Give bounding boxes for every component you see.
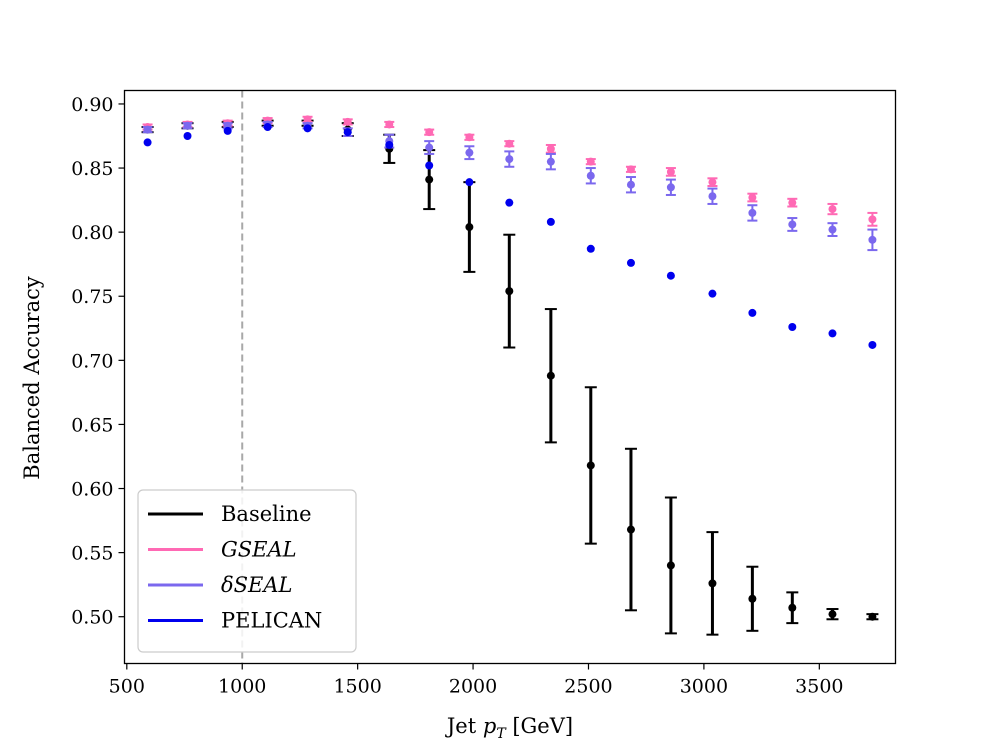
pelican-point bbox=[303, 124, 312, 133]
seal-point bbox=[748, 208, 757, 217]
baseline-point bbox=[708, 579, 717, 588]
legend-label-pelican: PELICAN bbox=[221, 609, 322, 633]
pelican-point bbox=[385, 140, 394, 149]
y-tick-label: 0.50 bbox=[71, 607, 113, 629]
seal-point bbox=[868, 235, 877, 244]
baseline-point bbox=[748, 594, 757, 603]
x-tick-label: 1500 bbox=[333, 676, 381, 698]
y-axis-label: Balanced Accuracy bbox=[20, 276, 44, 480]
gseal-point bbox=[303, 115, 312, 124]
pelican-point bbox=[666, 271, 675, 280]
baseline-point bbox=[425, 175, 434, 184]
y-axis-ticks: 0.50 0.55 0.60 0.65 0.70 0.75 0.80 0.85 0.90 bbox=[71, 94, 125, 629]
x-axis-ticks: 500 1000 1500 2000 2500 3000 3500 bbox=[109, 663, 844, 698]
baseline-point bbox=[828, 610, 837, 619]
gseal-point bbox=[586, 157, 595, 166]
y-tick-label: 0.70 bbox=[71, 350, 113, 372]
x-tick-label: 500 bbox=[109, 676, 145, 698]
pelican-point bbox=[263, 123, 272, 132]
pelican-point bbox=[505, 198, 514, 207]
plot-frame bbox=[123, 89, 897, 665]
legend-items: Baseline GSEAL δSEAL PELICAN bbox=[148, 502, 322, 633]
pelican-point bbox=[868, 340, 877, 349]
gseal-point bbox=[626, 165, 635, 174]
gseal-point bbox=[465, 133, 474, 142]
seal-point bbox=[626, 180, 635, 189]
seal-point bbox=[505, 155, 514, 164]
legend-label-gseal: GSEAL bbox=[221, 538, 297, 562]
seal-point bbox=[788, 220, 797, 229]
x-tick-label: 2000 bbox=[449, 676, 497, 698]
gseal-point bbox=[505, 139, 514, 148]
baseline-point bbox=[505, 287, 514, 296]
pelican-point bbox=[748, 308, 757, 317]
pelican-point bbox=[465, 178, 474, 187]
gseal-point bbox=[343, 117, 352, 126]
y-tick-label: 0.80 bbox=[71, 222, 113, 244]
pelican-point bbox=[626, 258, 635, 267]
gseal-point bbox=[425, 128, 434, 137]
gseal-point bbox=[748, 193, 757, 202]
pelican-point bbox=[143, 138, 152, 147]
pelican-point bbox=[708, 289, 717, 298]
gseal-point bbox=[385, 120, 394, 129]
seal-point bbox=[708, 192, 717, 201]
x-tick-label: 1000 bbox=[218, 676, 266, 698]
seal-point bbox=[425, 143, 434, 152]
seal-point bbox=[828, 225, 837, 234]
series-gseal bbox=[142, 115, 878, 227]
gseal-point bbox=[666, 167, 675, 176]
y-tick-label: 0.55 bbox=[71, 543, 113, 565]
x-tick-label: 2500 bbox=[564, 676, 612, 698]
legend-box bbox=[137, 489, 357, 653]
y-tick-label: 0.85 bbox=[71, 158, 113, 180]
baseline-point bbox=[666, 561, 675, 570]
legend: Baseline GSEAL δSEAL PELICAN bbox=[137, 489, 357, 653]
series-layer bbox=[141, 115, 879, 636]
pelican-point bbox=[425, 161, 434, 170]
pelican-point bbox=[586, 244, 595, 253]
y-tick-label: 0.65 bbox=[71, 414, 113, 436]
x-tick-label: 3500 bbox=[795, 676, 843, 698]
pelican-point bbox=[223, 126, 232, 135]
legend-label-seal: δSEAL bbox=[221, 573, 292, 597]
baseline-point bbox=[465, 223, 474, 232]
pelican-point bbox=[183, 132, 192, 141]
gseal-point bbox=[828, 205, 837, 214]
baseline-point bbox=[586, 461, 595, 470]
gseal-point bbox=[788, 198, 797, 207]
gseal-point bbox=[546, 144, 555, 153]
series-pelican bbox=[143, 123, 877, 349]
pelican-point bbox=[828, 329, 837, 338]
y-tick-label: 0.90 bbox=[71, 94, 113, 116]
seal-point bbox=[666, 183, 675, 192]
baseline-point bbox=[868, 612, 877, 621]
seal-point bbox=[465, 148, 474, 157]
seal-point bbox=[143, 125, 152, 134]
baseline-point bbox=[626, 525, 635, 534]
x-tick-label: 3000 bbox=[680, 676, 728, 698]
baseline-point bbox=[788, 603, 797, 612]
seal-point bbox=[183, 121, 192, 130]
gseal-point bbox=[708, 178, 717, 187]
gseal-point bbox=[868, 215, 877, 224]
seal-point bbox=[546, 157, 555, 166]
pelican-point bbox=[546, 217, 555, 226]
y-tick-label: 0.75 bbox=[71, 286, 113, 308]
y-tick-label: 0.60 bbox=[71, 479, 113, 501]
pelican-point bbox=[343, 128, 352, 137]
seal-point bbox=[586, 171, 595, 180]
pelican-point bbox=[788, 323, 797, 332]
legend-label-baseline: Baseline bbox=[221, 502, 312, 526]
x-axis-label: Jet pT [GeV] bbox=[445, 714, 573, 742]
baseline-point bbox=[546, 371, 555, 380]
